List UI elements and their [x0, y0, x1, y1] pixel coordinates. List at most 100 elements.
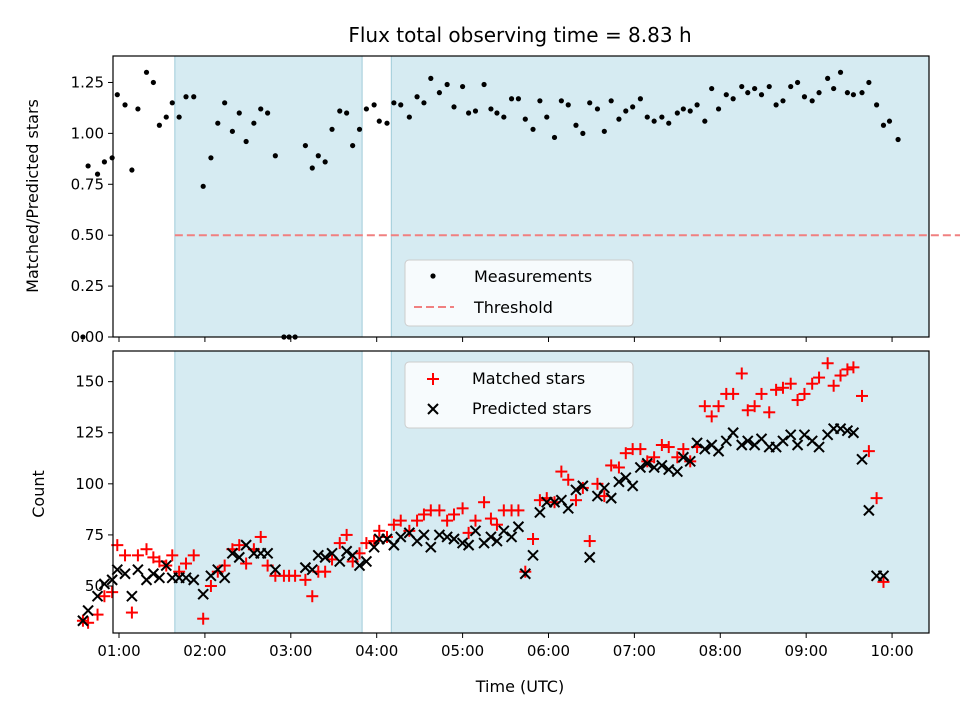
measurement-point	[758, 92, 765, 98]
x-tick-label: 01:00	[97, 642, 140, 660]
measurement-point	[816, 90, 822, 96]
measurement-point	[594, 106, 601, 112]
matched-star-point	[748, 400, 761, 413]
measurement-point	[866, 79, 872, 86]
top-y-axis-label: Matched/Predicted stars	[23, 99, 42, 293]
measurement-point	[530, 126, 536, 132]
measurement-point	[630, 104, 636, 110]
measurement-point	[406, 114, 412, 120]
measurement-points	[80, 69, 901, 340]
measurement-point	[169, 100, 175, 106]
x-tick-label: 10:00	[870, 642, 913, 660]
predicted-star-point	[119, 568, 131, 580]
matched-star-point	[441, 514, 454, 527]
matched-star-point	[119, 549, 132, 562]
bottom-y-ticks: 50 75 100 125 150	[75, 373, 113, 595]
measurement-point	[302, 142, 309, 149]
measurement-point	[215, 120, 221, 126]
measurement-point	[709, 85, 715, 92]
measurement-point	[573, 122, 579, 128]
matched-star-point	[562, 473, 575, 486]
matched-star-point	[173, 565, 186, 578]
measurement-point	[350, 142, 356, 149]
measurement-point	[551, 134, 558, 141]
predicted-star-point	[462, 539, 475, 551]
predicted-star-point	[98, 578, 111, 590]
predicted-star-point	[712, 445, 725, 457]
matched-star-point	[862, 445, 875, 458]
matched-star-point	[712, 400, 725, 413]
predicted-star-point	[677, 451, 690, 463]
measurement-point	[208, 155, 214, 161]
measurement-point	[565, 102, 571, 108]
predicted-star-point	[82, 604, 94, 617]
matched-star-point	[166, 549, 179, 562]
measurement-point	[515, 96, 522, 102]
matched-star-point	[634, 443, 647, 456]
measurement-point	[587, 100, 593, 106]
matched-star-point	[877, 575, 890, 588]
measurement-point	[859, 90, 865, 96]
predicted-star-point	[877, 570, 890, 582]
predicted-star-point	[736, 439, 748, 451]
predicted-star-point	[111, 563, 124, 576]
predicted-star-point	[334, 555, 346, 568]
matched-star-point	[448, 508, 461, 521]
predicted-star-point	[226, 547, 239, 560]
measurement-point	[880, 122, 887, 128]
predicted-star-point	[634, 461, 647, 474]
matched-star-point	[677, 443, 690, 456]
matched-star-point	[870, 492, 883, 505]
bottom-y-tick-label: 125	[75, 424, 104, 442]
measurement-point	[466, 110, 472, 116]
legend-label-matched: Matched stars	[472, 369, 585, 388]
matched-star-point	[381, 530, 394, 543]
measurement-point	[715, 106, 722, 112]
matched-star-point	[289, 569, 302, 582]
matched-star-point	[180, 557, 193, 570]
measurement-point	[702, 118, 708, 124]
predicted-star-point	[126, 590, 138, 602]
measurement-point	[644, 114, 650, 120]
predicted-star-point	[512, 521, 525, 533]
measurement-point	[850, 92, 857, 98]
measurement-point	[176, 114, 182, 120]
matched-star-point	[555, 465, 568, 478]
predicted-star-point	[346, 549, 359, 562]
predicted-star-point	[319, 551, 331, 564]
matched-star-point	[821, 357, 834, 370]
matched-star-point	[583, 535, 596, 548]
measurement-point	[723, 92, 729, 98]
measurement-point	[363, 106, 369, 112]
matched-star-point	[798, 387, 811, 400]
matched-star-point	[411, 514, 424, 527]
predicted-star-point	[77, 615, 89, 627]
measurement-point	[384, 120, 390, 126]
x-tick-label: 07:00	[613, 642, 656, 660]
predicted-star-point	[91, 590, 104, 602]
predicted-star-point	[269, 563, 282, 576]
matched-star-point	[741, 404, 754, 417]
measurement-point	[766, 83, 772, 90]
measurement-point	[376, 118, 382, 124]
top-legend: Measurements Threshold	[404, 259, 634, 327]
predicted-star-point	[742, 435, 754, 447]
predicted-star-points	[77, 422, 890, 627]
predicted-star-point	[570, 484, 582, 496]
measurement-point	[752, 85, 758, 92]
matched-star-point	[106, 586, 119, 599]
matched-star-point	[469, 514, 482, 527]
top-y-tick-label: 0.75	[71, 175, 104, 193]
matched-star-point	[478, 496, 491, 509]
predicted-star-point	[353, 559, 366, 572]
chart-title: Flux total observing time = 8.83 h	[348, 23, 691, 47]
matched-star-point	[373, 524, 386, 537]
top-x-ticks	[118, 337, 893, 342]
predicted-star-point	[153, 572, 166, 584]
top-legend-box	[404, 259, 634, 327]
measurement-point	[537, 98, 543, 104]
predicted-star-point	[395, 531, 407, 543]
legend-marker-matched	[427, 373, 439, 385]
top-y-ticks: 0.00 0.25 0.50 0.75 1.00 1.25	[71, 73, 113, 346]
